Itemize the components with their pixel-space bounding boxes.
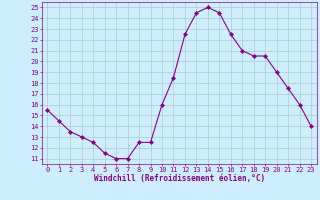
X-axis label: Windchill (Refroidissement éolien,°C): Windchill (Refroidissement éolien,°C) xyxy=(94,174,265,183)
